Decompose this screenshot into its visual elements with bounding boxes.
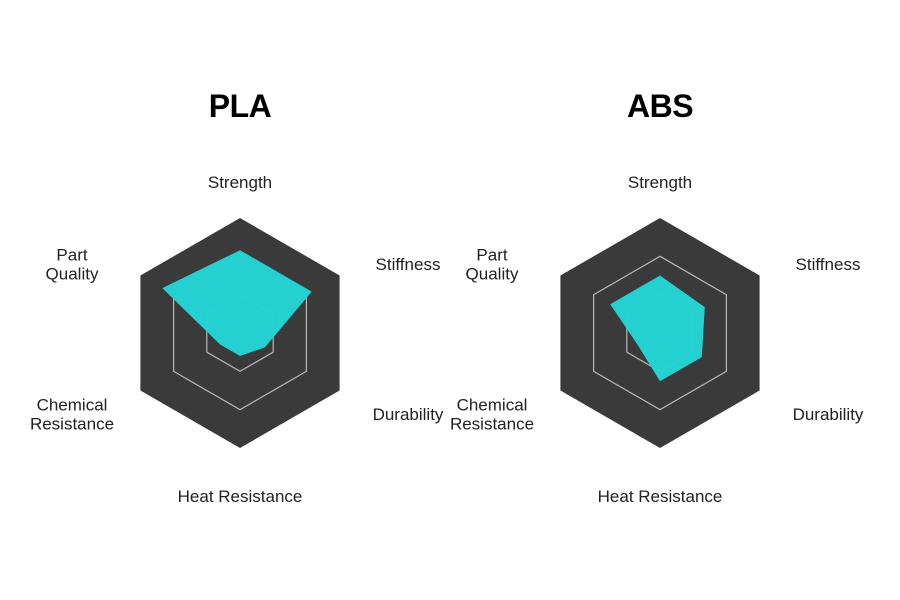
- axis-label: Strength: [628, 173, 692, 193]
- axis-label: Durability: [793, 405, 864, 425]
- chart-title: ABS: [627, 88, 693, 125]
- chart-title: PLA: [209, 88, 272, 125]
- chart-panel-pla: PLA StrengthStiffnessDurabilityHeat Resi…: [50, 88, 430, 513]
- axis-label: Chemical Resistance: [30, 395, 114, 434]
- charts-container: PLA StrengthStiffnessDurabilityHeat Resi…: [0, 0, 900, 600]
- axis-label: Strength: [208, 173, 272, 193]
- axis-label: Part Quality: [46, 245, 99, 284]
- axis-label: Heat Resistance: [598, 487, 723, 507]
- radar-chart-pla: StrengthStiffnessDurabilityHeat Resistan…: [50, 153, 430, 513]
- axis-label: Chemical Resistance: [450, 395, 534, 434]
- chart-panel-abs: ABS StrengthStiffnessDurabilityHeat Resi…: [470, 88, 850, 513]
- axis-label: Heat Resistance: [178, 487, 303, 507]
- radar-chart-abs: StrengthStiffnessDurabilityHeat Resistan…: [470, 153, 850, 513]
- axis-label: Durability: [373, 405, 444, 425]
- axis-label: Stiffness: [796, 255, 861, 275]
- axis-label: Part Quality: [466, 245, 519, 284]
- axis-label: Stiffness: [376, 255, 441, 275]
